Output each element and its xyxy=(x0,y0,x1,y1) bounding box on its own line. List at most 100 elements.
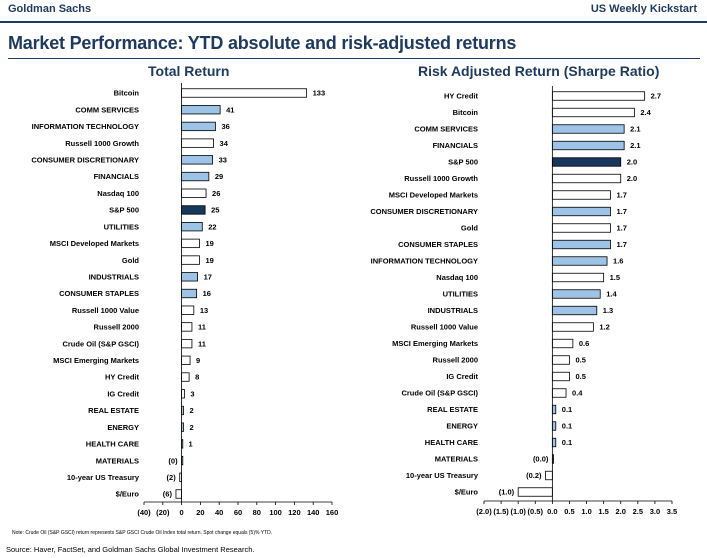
value-label: 22 xyxy=(208,222,216,231)
bar xyxy=(551,404,557,415)
value-label: (0.2) xyxy=(526,471,542,480)
bar xyxy=(551,272,605,283)
value-label: 1.5 xyxy=(610,273,620,282)
x-tick-label: 3.5 xyxy=(667,507,677,516)
category-label: CONSUMER DISCRETIONARY xyxy=(370,207,478,216)
category-label: Russell 2000 xyxy=(94,323,139,332)
value-label: 0.1 xyxy=(562,422,572,431)
bar xyxy=(545,470,553,481)
category-label: MSCI Emerging Markets xyxy=(53,356,139,365)
category-label: UTILITIES xyxy=(443,290,478,299)
value-label: 1.2 xyxy=(599,323,609,332)
category-label: COMM SERVICES xyxy=(414,125,478,134)
category-label: INDUSTRIALS xyxy=(89,272,139,281)
x-tick-label: 1.5 xyxy=(598,507,608,516)
value-label: 41 xyxy=(226,105,234,114)
x-tick-label: 120 xyxy=(288,508,301,517)
bar xyxy=(551,437,557,448)
value-label: 1.3 xyxy=(603,306,613,315)
chart-title-sharpe-ratio: Risk Adjusted Return (Sharpe Ratio) xyxy=(418,63,660,79)
category-label: Gold xyxy=(122,256,139,265)
bar xyxy=(551,173,622,184)
x-tick-label: 1.0 xyxy=(581,507,591,516)
value-label: 1.7 xyxy=(616,224,626,233)
category-label: REAL ESTATE xyxy=(88,406,139,415)
value-label: 11 xyxy=(198,339,206,348)
category-label: Bitcoin xyxy=(453,108,479,117)
bar xyxy=(551,371,570,382)
value-label: 133 xyxy=(313,89,326,98)
x-tick-label: 0.5 xyxy=(564,507,574,516)
category-label: FINANCIALS xyxy=(433,141,478,150)
category-label: MSCI Developed Markets xyxy=(50,239,139,248)
category-label: MATERIALS xyxy=(96,456,139,465)
value-label: 19 xyxy=(205,256,213,265)
value-label: 17 xyxy=(204,272,212,281)
source-note: Source: Haver, FactSet, and Goldman Sach… xyxy=(6,545,255,554)
page-title: Market Performance: YTD absolute and ris… xyxy=(8,33,517,53)
category-label: Crude Oil (S&P GSCI) xyxy=(401,389,478,398)
x-tick-label: (20) xyxy=(156,508,170,517)
category-label: IG Credit xyxy=(446,372,478,381)
top-bar: Goldman Sachs US Weekly Kickstart xyxy=(0,0,707,21)
category-label: INFORMATION TECHNOLOGY xyxy=(371,257,478,266)
category-label: MSCI Emerging Markets xyxy=(392,339,478,348)
category-label: COMM SERVICES xyxy=(75,105,139,114)
value-label: 13 xyxy=(200,306,208,315)
x-tick-label: (0.5) xyxy=(528,507,544,516)
category-label: $/Euro xyxy=(116,490,140,499)
category-label: Russell 1000 Value xyxy=(411,323,478,332)
category-label: IG Credit xyxy=(107,389,139,398)
value-label: 2.4 xyxy=(640,108,651,117)
x-tick-label: 100 xyxy=(269,508,282,517)
report-name: US Weekly Kickstart xyxy=(590,3,697,15)
value-label: 2.0 xyxy=(627,174,637,183)
category-label: Nasdaq 100 xyxy=(436,273,478,282)
value-label: 33 xyxy=(219,156,227,165)
category-label: REAL ESTATE xyxy=(427,405,478,414)
x-tick-label: 20 xyxy=(196,508,204,517)
bar xyxy=(551,355,570,365)
x-tick-label: (1.0) xyxy=(510,507,526,516)
bar xyxy=(551,256,608,266)
category-label: S&P 500 xyxy=(109,206,139,215)
category-label: 10-year US Treasury xyxy=(406,471,479,480)
value-label: 2 xyxy=(189,423,193,432)
value-label: 26 xyxy=(212,189,220,198)
category-label: INDUSTRIALS xyxy=(428,306,478,315)
value-label: 2.1 xyxy=(630,125,640,134)
category-label: Crude Oil (S&P GSCI) xyxy=(62,339,139,348)
category-label: CONSUMER STAPLES xyxy=(398,240,478,249)
bar xyxy=(551,223,611,233)
category-label: CONSUMER STAPLES xyxy=(59,289,139,298)
value-label: 25 xyxy=(211,206,219,215)
header-rule xyxy=(0,21,707,23)
value-label: 1.4 xyxy=(606,290,617,299)
x-tick-label: (1.5) xyxy=(493,507,509,516)
bar xyxy=(551,289,601,299)
x-tick-label: 2.0 xyxy=(616,507,626,516)
bar xyxy=(551,305,598,316)
value-label: 0.4 xyxy=(572,389,583,398)
category-label: $/Euro xyxy=(455,488,479,497)
value-label: 1.7 xyxy=(616,240,626,249)
x-tick-label: (2.0) xyxy=(476,507,492,516)
category-label: ENERGY xyxy=(107,423,139,432)
value-label: 0.6 xyxy=(579,339,589,348)
category-label: MATERIALS xyxy=(435,455,478,464)
value-label: 1.6 xyxy=(613,257,623,266)
chart-title-total-return: Total Return xyxy=(148,63,230,79)
value-label: 19 xyxy=(205,239,213,248)
bar xyxy=(551,206,611,217)
category-label: Nasdaq 100 xyxy=(97,189,139,198)
category-label: Bitcoin xyxy=(114,89,140,98)
category-label: Gold xyxy=(461,224,478,233)
bar xyxy=(551,421,557,431)
category-label: 10-year US Treasury xyxy=(67,473,140,482)
value-label: 2.0 xyxy=(627,158,637,167)
value-label: 2 xyxy=(189,406,193,415)
bar xyxy=(551,338,574,349)
value-label: 2.7 xyxy=(651,92,661,101)
